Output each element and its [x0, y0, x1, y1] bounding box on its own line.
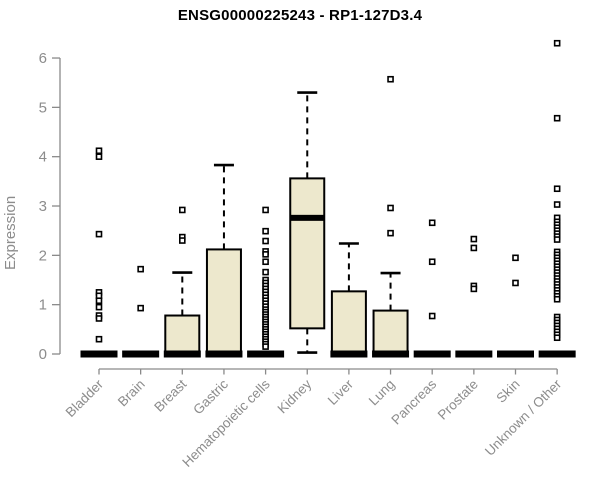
box — [289, 177, 326, 330]
outlier-point — [553, 185, 561, 193]
outlier-point — [95, 230, 103, 238]
outlier-point — [137, 265, 144, 273]
median-line — [163, 350, 201, 358]
outlier-point — [95, 147, 103, 155]
outlier-point — [95, 297, 103, 305]
outlier-point — [553, 334, 561, 342]
median-line — [290, 214, 325, 221]
y-tick-label: 1 — [39, 297, 47, 314]
outlier-point — [387, 75, 394, 83]
outlier-point — [95, 303, 103, 311]
zero-bar — [413, 350, 451, 358]
zero-bar — [538, 350, 576, 358]
outlier-point — [512, 279, 519, 287]
outlier-point — [95, 335, 103, 343]
median-line — [330, 350, 368, 358]
zero-bar — [80, 350, 118, 358]
box — [330, 290, 367, 355]
outlier-point — [95, 153, 103, 160]
outlier-point — [262, 343, 269, 350]
outlier-point — [470, 285, 478, 293]
outlier-point — [262, 227, 269, 235]
y-tick-label: 3 — [39, 198, 47, 215]
outlier-point — [553, 114, 561, 122]
outlier-point — [512, 254, 519, 262]
x-category-label: Bladder — [63, 376, 107, 420]
x-category-label: Unknown / Other — [482, 376, 565, 459]
y-tick-label: 6 — [39, 50, 47, 67]
y-tick-label: 4 — [39, 149, 47, 166]
y-tick-label: 0 — [39, 346, 47, 363]
y-tick-label: 5 — [39, 99, 47, 116]
median-line — [205, 350, 243, 358]
outlier-point — [95, 315, 103, 322]
outlier-point — [179, 206, 186, 214]
zero-bar — [455, 350, 493, 358]
y-tick-label: 2 — [39, 247, 47, 264]
outlier-point — [553, 39, 561, 47]
x-category-label: Gastric — [190, 376, 231, 417]
median-line — [372, 350, 410, 358]
x-category-label: Kidney — [275, 376, 315, 416]
outlier-point — [387, 204, 394, 212]
outlier-point — [428, 312, 436, 320]
zero-bar — [497, 350, 534, 358]
outlier-point — [137, 304, 144, 312]
outlier-point — [262, 268, 269, 276]
outlier-point — [553, 201, 561, 208]
box — [372, 309, 409, 355]
box — [164, 314, 201, 356]
chart-title: ENSG00000225243 - RP1-127D3.4 — [177, 7, 423, 24]
box — [205, 248, 242, 355]
outlier-point — [262, 237, 269, 245]
outlier-point — [262, 258, 269, 266]
zero-bar — [122, 350, 160, 358]
outlier-point — [179, 237, 186, 244]
outlier-point — [428, 219, 436, 227]
outlier-point — [553, 295, 561, 303]
outlier-point — [553, 236, 561, 243]
x-category-label: Pancreas — [388, 376, 439, 427]
x-category-label: Prostate — [435, 377, 481, 423]
x-category-label: Breast — [151, 376, 189, 414]
x-category-label: Skin — [493, 377, 522, 406]
x-category-label: Liver — [325, 376, 357, 408]
outlier-point — [262, 206, 269, 214]
outlier-point — [470, 235, 478, 243]
outlier-point — [428, 258, 436, 266]
zero-bar — [247, 350, 285, 358]
x-category-label: Brain — [115, 377, 148, 410]
outlier-point — [470, 244, 478, 252]
outlier-point — [262, 251, 269, 258]
outlier-point — [387, 229, 394, 237]
x-category-label: Lung — [366, 377, 398, 409]
